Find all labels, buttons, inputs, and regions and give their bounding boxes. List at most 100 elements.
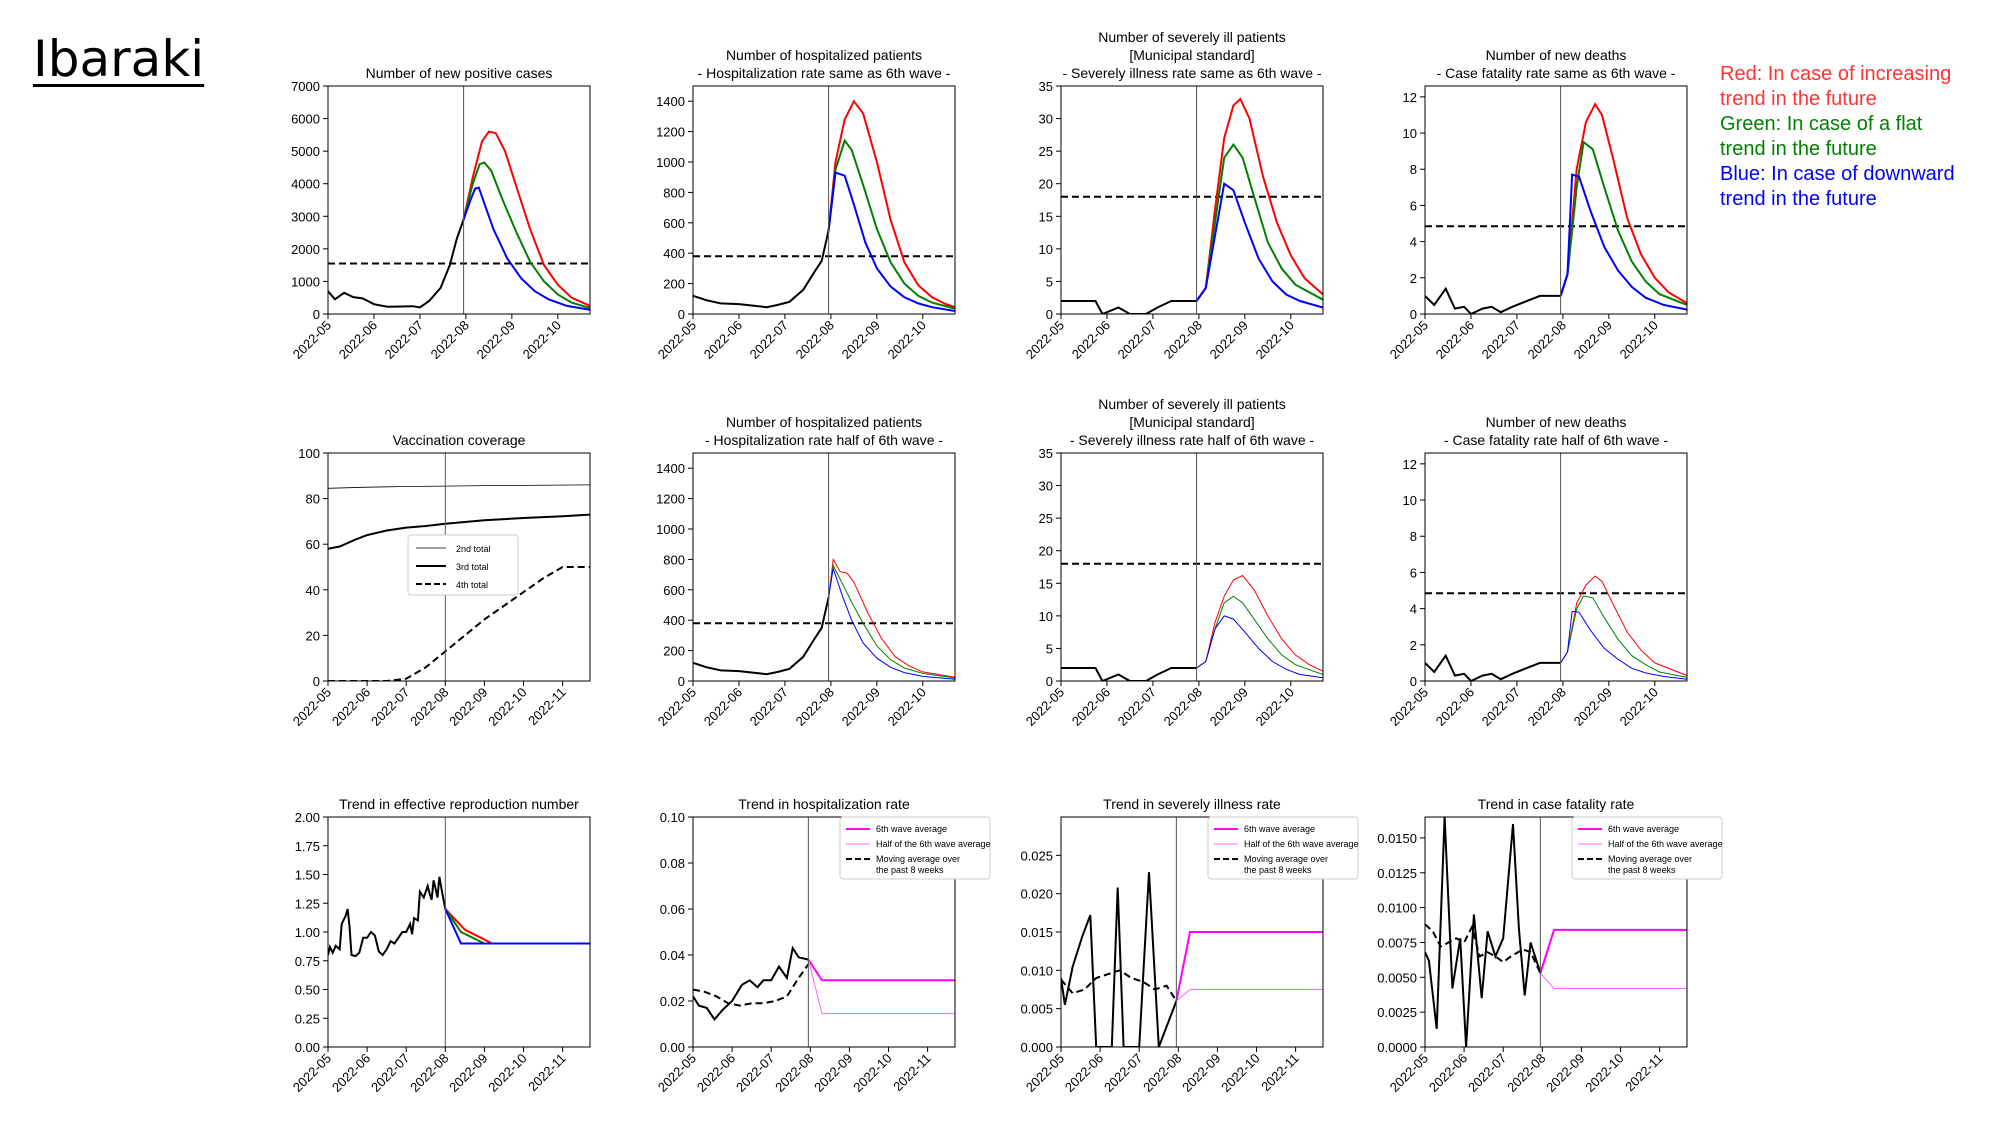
y-tick-label: 0 (678, 674, 685, 689)
x-tick-label: 2022-06 (329, 685, 373, 729)
x-tick-label: 2022-06 (1069, 685, 1113, 729)
legend-green-line-1: Green: In case of a flat (1720, 113, 1923, 135)
legend-label: the past 8 weeks (1244, 865, 1312, 875)
x-tick-label: 2022-08 (793, 318, 837, 362)
scenario-increasing-line (444, 908, 590, 945)
y-tick-label: 1000 (291, 274, 320, 289)
sixth-wave-average-line (1539, 928, 1687, 974)
y-tick-label: 6000 (291, 112, 320, 127)
y-tick-label: 12 (1403, 90, 1417, 105)
y-tick-label: 35 (1039, 446, 1053, 461)
x-tick-label: 2022-10 (1617, 685, 1661, 729)
observed-line (328, 876, 447, 958)
plot-frame (1060, 816, 1324, 1048)
plot-frame (692, 452, 956, 682)
chart-panel-4: Number of new deaths - Case fatality rate… (1387, 47, 1688, 362)
observed-line (1425, 817, 1542, 1047)
plot-area (328, 876, 590, 958)
x-tick-label: 2022-10 (1253, 685, 1297, 729)
observed-line (693, 230, 830, 309)
x-tick-label: 2022-08 (407, 1051, 451, 1095)
x-tick-label: 2022-05 (290, 318, 334, 362)
observed-line (693, 945, 809, 1022)
chart-title: Number of hospitalized patients (726, 47, 922, 63)
y-tick-label: 7000 (291, 79, 320, 94)
x-tick-label: 2022-10 (485, 685, 529, 729)
legend-label: Half of the 6th wave average (1244, 839, 1359, 849)
chart-title: Number of new deaths (1486, 414, 1627, 430)
x-tick-label: 2022-10 (520, 318, 564, 362)
chart-panel-3: Number of severely ill patients [Municipa… (1023, 29, 1324, 362)
chart-panel-5: Vaccination coverage0204060801002022-052… (290, 432, 591, 729)
x-tick-label: 2022-06 (1426, 1051, 1470, 1095)
x-tick-label: 2022-06 (1433, 318, 1477, 362)
x-tick-label: 2022-07 (1479, 318, 1523, 362)
y-tick-label: 1200 (656, 492, 685, 507)
y-tick-label: 0 (1410, 674, 1417, 689)
moving-average-line (1061, 969, 1178, 1002)
legend-box (407, 534, 519, 596)
y-tick-label: 0.02 (660, 994, 685, 1009)
legend-box (839, 816, 991, 880)
y-tick-label: 0.0150 (1377, 831, 1417, 846)
x-tick-label: 2022-09 (1571, 685, 1615, 729)
y-tick-label: 0.005 (1020, 1002, 1053, 1017)
x-tick-label: 2022-08 (1525, 318, 1569, 362)
x-tick-label: 2022-05 (655, 318, 699, 362)
series-line (328, 484, 590, 489)
y-tick-label: 1.25 (295, 896, 320, 911)
legend-label: the past 8 weeks (1608, 865, 1676, 875)
y-tick-label: 15 (1039, 576, 1053, 591)
legend-box (1571, 816, 1723, 880)
y-tick-label: 0.0000 (1377, 1040, 1417, 1055)
scenario-downward-line (827, 171, 955, 312)
y-tick-label: 0.50 (295, 983, 320, 998)
plot-frame (1424, 452, 1688, 682)
chart-panel-10: Trend in hospitalization rate 0.00 0.02 0.0… (655, 796, 991, 1095)
y-tick-label: 0.10 (660, 810, 685, 825)
chart-panel-2: Number of hospitalized patients - Hospita… (655, 47, 956, 362)
scenario-increasing-line (1559, 102, 1687, 304)
y-tick-label: 600 (663, 583, 685, 598)
y-tick-label: 25 (1039, 144, 1053, 159)
plot-area (1061, 97, 1323, 314)
chart-title: Trend in hospitalization rate (738, 796, 910, 812)
scenario-increasing-line (1196, 574, 1323, 672)
y-tick-label: 1400 (656, 461, 685, 476)
y-tick-label: 2.00 (295, 810, 320, 825)
x-tick-label: 2022-10 (1617, 318, 1661, 362)
x-tick-label: 2022-06 (701, 318, 745, 362)
scenario-downward-line (828, 568, 955, 680)
scenario-downward-line (1195, 181, 1323, 309)
x-tick-label: 2022-05 (1387, 318, 1431, 362)
scenario-increasing-line (1560, 575, 1687, 677)
half-sixth-wave-average-line (1540, 972, 1687, 989)
y-tick-label: 0 (1410, 307, 1417, 322)
x-tick-label: 2022-05 (1023, 1051, 1067, 1095)
x-tick-label: 2022-09 (446, 685, 490, 729)
x-tick-label: 2022-07 (747, 685, 791, 729)
series-line (328, 513, 590, 550)
scenario-flat-line (1195, 142, 1323, 302)
observed-line (328, 219, 465, 309)
x-tick-label: 2022-06 (1062, 1051, 1106, 1095)
y-tick-label: 80 (306, 492, 320, 507)
y-tick-label: 0.0125 (1377, 866, 1417, 881)
scenario-increasing-line (462, 130, 590, 307)
plot-frame (692, 85, 956, 315)
chart-panel-1: Number of new positive cases 0 1000 2000 300… (290, 65, 591, 362)
y-tick-label: 4 (1410, 235, 1417, 250)
x-tick-label: 2022-11 (525, 685, 569, 729)
scenario-flat-line (1559, 140, 1687, 306)
plot-area (693, 557, 955, 680)
y-tick-label: 15 (1039, 209, 1053, 224)
y-tick-label: 10 (1039, 242, 1053, 257)
x-tick-label: 2022-08 (772, 1051, 816, 1095)
x-tick-label: 2022-11 (1258, 1051, 1302, 1095)
chart-title: Number of new deaths (1486, 47, 1627, 63)
scenario-increasing-line (1195, 97, 1323, 302)
scenario-downward-line (462, 186, 590, 311)
y-tick-label: 200 (663, 277, 685, 292)
x-tick-label: 2022-09 (1543, 1051, 1587, 1095)
